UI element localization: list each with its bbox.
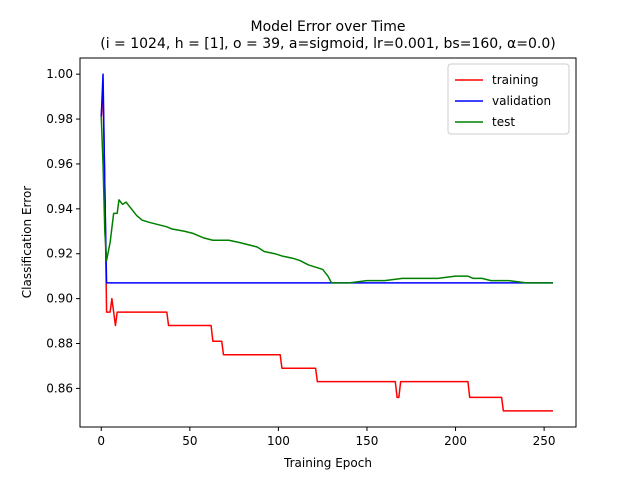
y-tick-label: 0.96 bbox=[46, 157, 73, 171]
axes-frame bbox=[79, 57, 577, 428]
legend-label-validation: validation bbox=[492, 94, 551, 108]
y-tick-label: 0.92 bbox=[46, 247, 73, 261]
x-tick-label: 200 bbox=[444, 434, 467, 448]
x-tick-label: 150 bbox=[356, 434, 379, 448]
x-tick-label: 250 bbox=[533, 434, 556, 448]
y-tick-label: 0.98 bbox=[46, 112, 73, 126]
x-tick-label: 100 bbox=[267, 434, 290, 448]
y-tick-label: 0.88 bbox=[46, 337, 73, 351]
series-line-training bbox=[100, 86, 553, 412]
legend-label-test: test bbox=[492, 115, 515, 129]
legend: training validation test bbox=[447, 63, 570, 135]
chart-subtitle: (i = 1024, h = [1], o = 39, a=sigmoid, l… bbox=[100, 36, 556, 52]
plot-area bbox=[100, 73, 553, 412]
legend-box bbox=[447, 63, 570, 135]
y-tick-label: 0.90 bbox=[46, 292, 73, 306]
x-axis: 0 50 100 150 200 250 bbox=[97, 427, 556, 448]
y-tick-label: 0.86 bbox=[46, 381, 73, 395]
series-line-validation bbox=[100, 73, 553, 284]
y-axis: 0.86 0.88 0.90 0.92 0.94 0.96 0.98 1.00 bbox=[46, 67, 80, 395]
y-axis-label: Classification Error bbox=[20, 186, 34, 299]
x-axis-label: Training Epoch bbox=[283, 456, 372, 470]
series-line-test bbox=[100, 116, 553, 284]
y-tick-label: 0.94 bbox=[46, 202, 73, 216]
x-tick-label: 0 bbox=[97, 434, 105, 448]
x-tick-label: 50 bbox=[182, 434, 197, 448]
legend-label-training: training bbox=[492, 73, 539, 87]
y-tick-label: 1.00 bbox=[46, 67, 73, 81]
chart-title: Model Error over Time bbox=[251, 19, 406, 35]
